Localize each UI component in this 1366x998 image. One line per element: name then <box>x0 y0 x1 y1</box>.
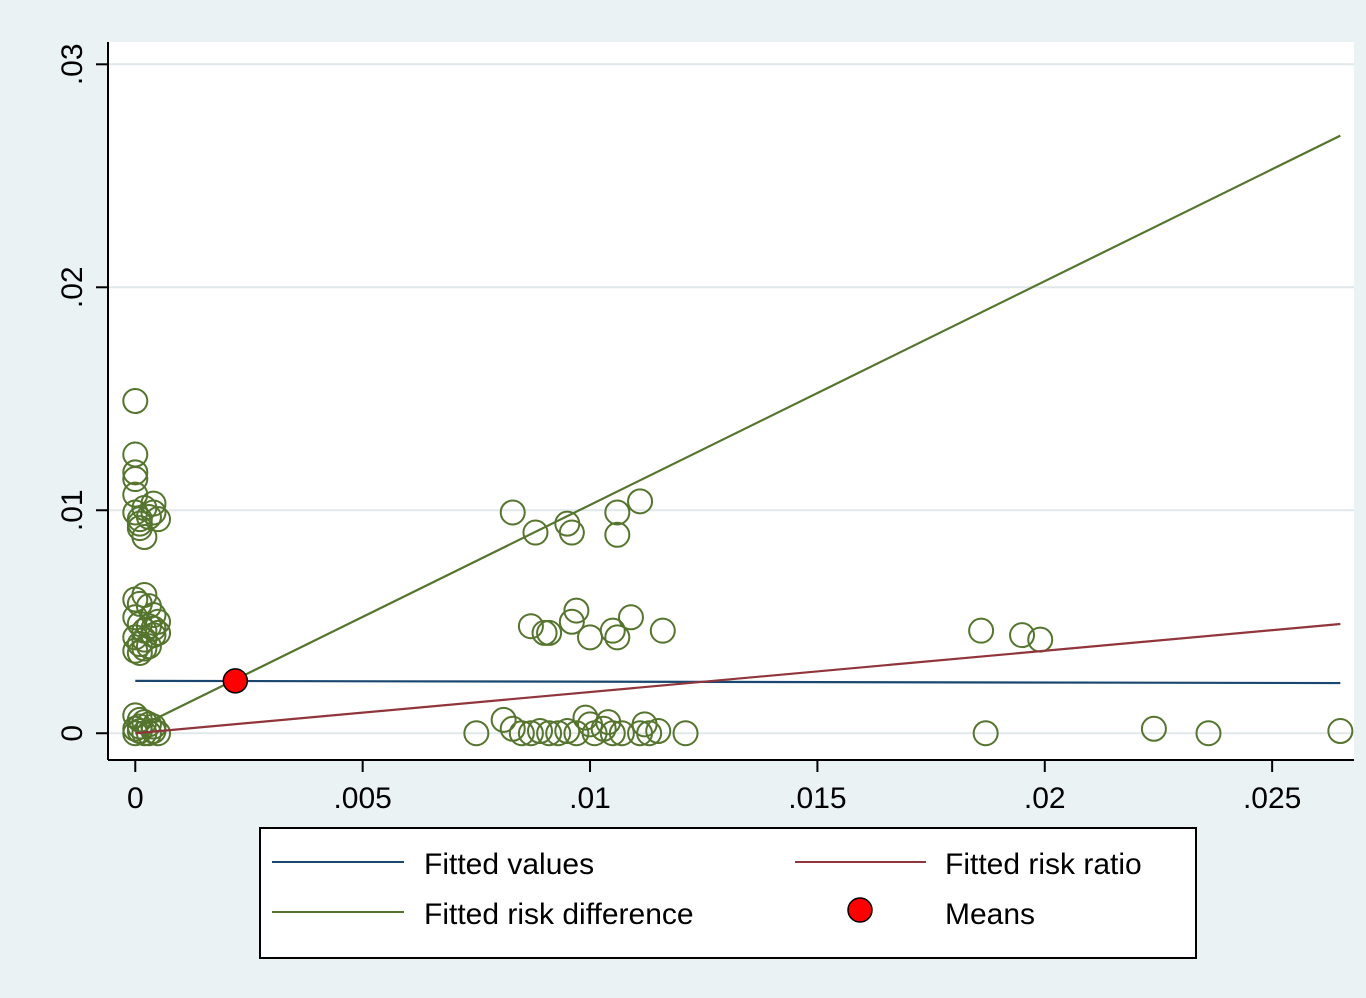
observation-point <box>122 459 149 486</box>
observation-point <box>968 617 995 644</box>
x-axis: 0 .005 .01 .015 .02 .025 <box>127 760 1301 815</box>
observation-point <box>527 718 554 745</box>
observation-point <box>1195 720 1222 747</box>
observation-point <box>545 720 572 747</box>
observation-point <box>1009 622 1036 649</box>
observation-point <box>122 481 149 508</box>
x-tick-label: 0 <box>127 782 144 815</box>
fitted-line-fitted-risk-ratio <box>135 622 1341 735</box>
observation-point <box>517 720 544 747</box>
observation-point <box>617 604 644 631</box>
y-axis: 0 .01 .02 .03 <box>56 43 108 742</box>
observation-point <box>604 499 631 526</box>
observation-point <box>536 619 563 646</box>
observation-point <box>126 510 153 537</box>
observation-point <box>1327 718 1354 745</box>
observation-point <box>536 720 563 747</box>
mean-points <box>222 668 249 694</box>
observation-point <box>508 720 535 747</box>
observation-point <box>558 608 585 635</box>
observation-point <box>672 720 699 747</box>
y-tick-label: .02 <box>56 266 89 308</box>
observation-point <box>126 713 153 740</box>
x-tick-label: .02 <box>1024 782 1066 815</box>
x-tick-label: .015 <box>788 782 846 815</box>
legend-swatch-means <box>847 897 873 923</box>
observation-point <box>140 615 167 642</box>
fitted-line-fitted-values <box>135 679 1341 685</box>
observation-point <box>499 499 526 526</box>
observation-point <box>522 519 549 546</box>
observation-point <box>604 521 631 548</box>
plot-region <box>108 42 1354 760</box>
observation-point <box>131 524 158 551</box>
observation-point <box>145 506 172 533</box>
legend-label-fitted-risk-ratio: Fitted risk ratio <box>945 848 1142 881</box>
y-tick-label: 0 <box>56 725 89 742</box>
observation-point <box>140 490 167 517</box>
observation-point <box>627 488 654 515</box>
fitted-lines <box>134 134 1341 735</box>
x-tick-label: .005 <box>333 782 391 815</box>
observation-point <box>558 519 585 546</box>
y-tick-label: .03 <box>56 43 89 85</box>
observation-point <box>122 466 149 493</box>
observation-point <box>463 720 490 747</box>
legend-label-fitted-values: Fitted values <box>424 848 594 881</box>
observation-point <box>140 602 167 629</box>
y-tick-label: .01 <box>56 489 89 531</box>
grid-lines <box>108 63 1354 735</box>
observation-point <box>1140 715 1167 742</box>
x-tick-label: .01 <box>569 782 611 815</box>
observation-point <box>649 617 676 644</box>
observation-point <box>122 388 149 414</box>
legend-label-means: Means <box>945 898 1035 931</box>
observation-point <box>135 503 162 530</box>
observation-point <box>563 597 590 624</box>
legend: Fitted values Fitted risk ratio Fitted r… <box>259 827 1197 959</box>
observation-point <box>972 720 999 747</box>
legend-label-fitted-risk-difference: Fitted risk difference <box>424 898 694 931</box>
observation-point <box>599 720 626 747</box>
means-point <box>222 668 249 694</box>
observation-point <box>126 639 153 666</box>
observation-point <box>490 706 517 733</box>
observation-point <box>604 624 631 651</box>
observation-point <box>135 633 162 660</box>
observation-point <box>517 613 544 640</box>
observation-point <box>126 631 153 658</box>
observation-point <box>645 718 672 745</box>
observation-point <box>608 720 635 747</box>
observation-point <box>636 720 663 747</box>
fitted-line-fitted-risk-difference <box>134 134 1341 730</box>
observation-point <box>563 720 590 747</box>
x-tick-label: .025 <box>1243 782 1301 815</box>
observation-point <box>122 637 149 664</box>
legend-box <box>259 827 1197 959</box>
observation-points <box>122 388 1354 747</box>
observation-point <box>599 617 626 644</box>
